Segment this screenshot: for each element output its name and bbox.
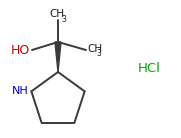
- Polygon shape: [55, 42, 61, 72]
- Text: NH: NH: [12, 86, 28, 96]
- Text: 3: 3: [96, 49, 101, 58]
- Text: HCl: HCl: [138, 62, 161, 75]
- Text: HO: HO: [11, 43, 30, 56]
- Text: 3: 3: [61, 14, 66, 23]
- Text: CH: CH: [87, 44, 102, 54]
- Text: CH: CH: [49, 9, 65, 19]
